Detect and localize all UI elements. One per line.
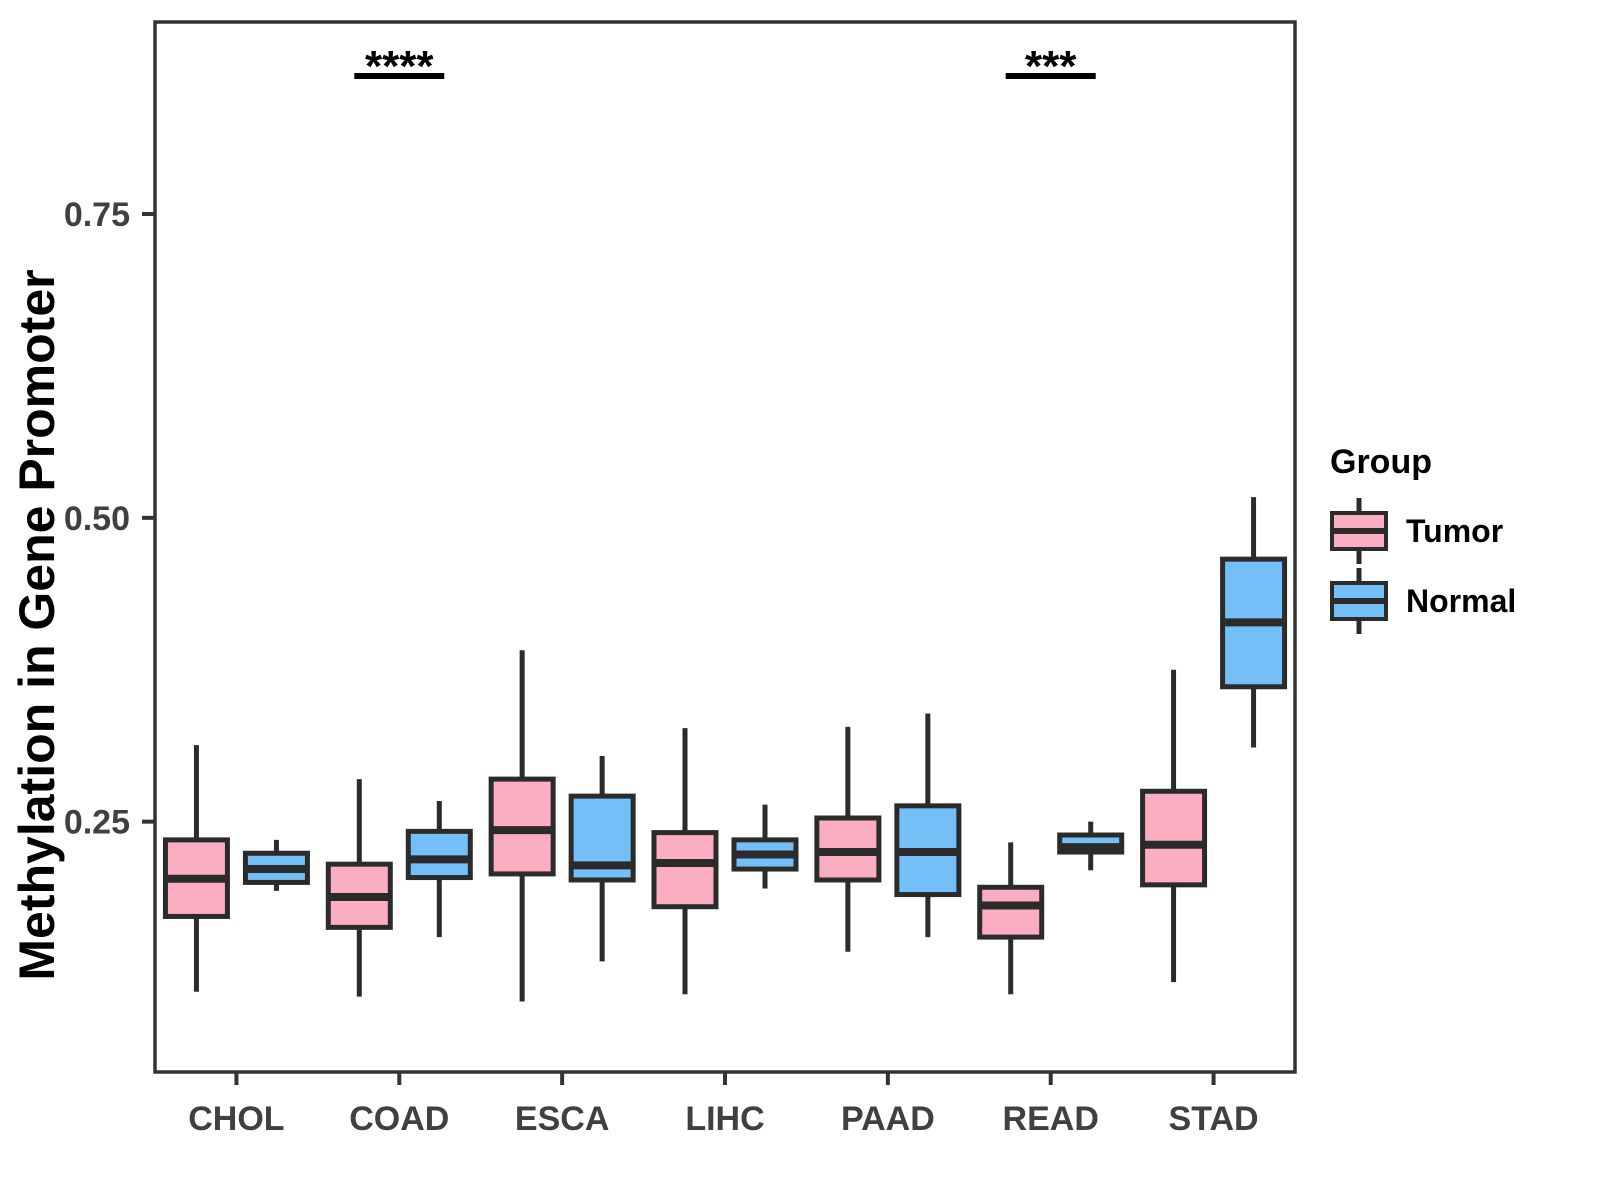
y-tick-label: 0.25 [64,804,130,842]
x-tick-label-lihc: LIHC [685,1100,764,1138]
x-tick-label-read: READ [1003,1100,1099,1138]
significance-label-read: *** [1025,42,1077,91]
box-tumor-lihc [651,830,719,910]
x-tick-label-chol: CHOL [188,1100,284,1138]
y-axis-title: Methylation in Gene Promoter [9,269,65,981]
y-tick-label: 0.50 [64,500,130,538]
legend-label-tumor: Tumor [1406,512,1504,549]
legend-key-median [1334,528,1384,534]
x-tick-label-esca: ESCA [515,1100,609,1138]
y-tick-label: 0.75 [64,196,130,234]
legend-entry-normal: Normal [1330,566,1516,636]
box-tumor-stad [1140,788,1208,888]
legend-label-normal: Normal [1406,582,1517,619]
box-tumor-read [977,884,1045,940]
x-tick-label-stad: STAD [1169,1100,1259,1138]
x-tick-label-coad: COAD [349,1100,449,1138]
box-normal-coad [405,828,473,881]
legend-key-median [1334,598,1384,604]
legend-key-box [1330,511,1388,551]
legend-key-normal-boxplot-icon [1330,568,1388,634]
legend-key-tumor-boxplot-icon [1330,498,1388,564]
legend-key-box [1330,581,1388,621]
significance-label-coad: **** [365,42,434,91]
legend: Group Tumor Normal [1330,442,1516,636]
x-tick-label-paad: PAAD [841,1100,935,1138]
legend-entry-tumor: Tumor [1330,496,1516,566]
legend-title: Group [1330,443,1432,481]
